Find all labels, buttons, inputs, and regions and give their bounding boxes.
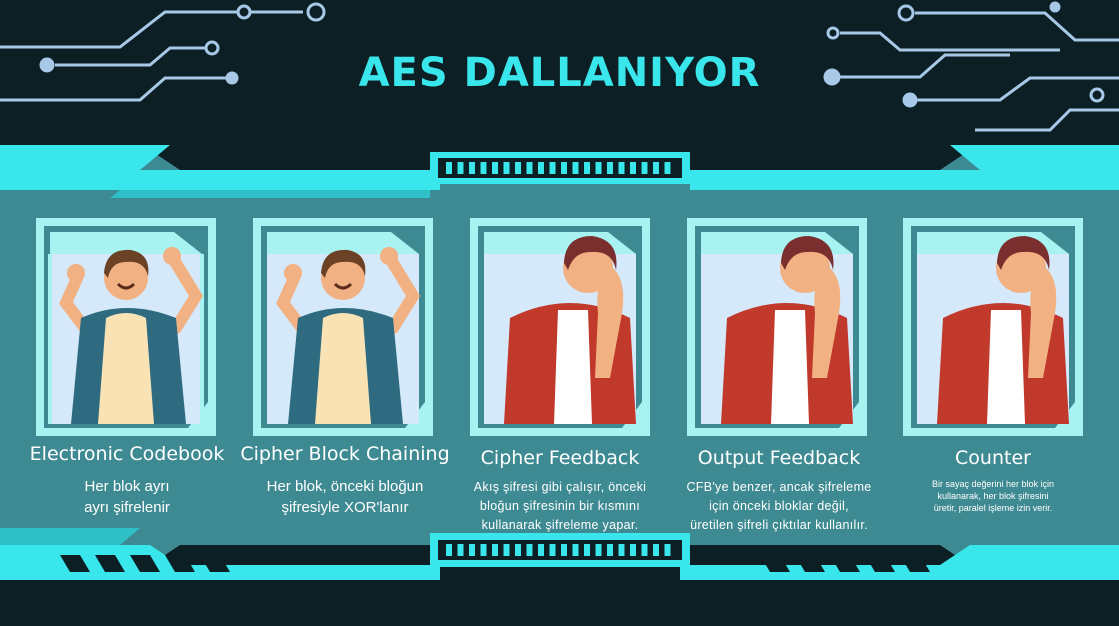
connector-pin (584, 162, 590, 174)
connector-pin (653, 162, 659, 174)
circuit-lines-right (840, 11, 1119, 132)
connector-pin (641, 162, 648, 174)
connector-pin (584, 544, 590, 556)
description-line: bloğun şifresinin bir kısmını (479, 499, 641, 513)
connector-pin (457, 544, 464, 556)
connector-pin (572, 162, 579, 174)
connector-pin (630, 162, 636, 174)
mode-title-cbc: Cipher Block Chaining (240, 443, 450, 465)
description-line: üretilen şifreli çıktılar kullanılır. (690, 518, 868, 532)
mode-title-ofb: Output Feedback (697, 447, 861, 469)
description-line: kullanarak, her blok şifresini (937, 491, 1049, 501)
mode-title-ecb: Electronic Codebook (29, 443, 225, 465)
connector-pins-top (446, 162, 671, 174)
description-line: CFB'ye benzer, ancak şifreleme (686, 480, 872, 494)
mode-card-ctr (903, 218, 1083, 436)
connector-pin (572, 544, 579, 556)
connector-pin (480, 544, 487, 556)
connector-pin (561, 162, 567, 174)
connector-pin (526, 162, 533, 174)
person-facepalm-illustration (903, 218, 1083, 436)
connector-pin (469, 162, 475, 174)
connector-pin (618, 162, 625, 174)
connector-pin (469, 544, 475, 556)
person-facepalm-illustration (470, 218, 650, 436)
person-cheering-illustration (36, 218, 216, 436)
connector-pin (503, 544, 510, 556)
mode-card-cbc (253, 218, 433, 436)
connector-pin (492, 544, 498, 556)
connector-pin (515, 544, 521, 556)
description-line: üretir, paralel işleme izin verir. (933, 503, 1053, 513)
hatch-bottom-left (60, 555, 230, 572)
connector-pins-bottom (446, 544, 671, 556)
mode-title-ctr: Counter (955, 447, 1031, 469)
connector-pin (630, 544, 636, 556)
mode-description-ecb: Her blok ayrı ayrı şifrelenir (12, 476, 242, 518)
connector-pin (515, 162, 521, 174)
person-facepalm-illustration (687, 218, 867, 436)
hatch-bottom-right (760, 555, 930, 572)
connector-pin (457, 162, 464, 174)
mode-description-ofb: CFB'ye benzer, ancak şifreleme için önce… (664, 478, 894, 535)
connector-pin (607, 162, 613, 174)
person-cheering-illustration (253, 218, 433, 436)
connector-pin (549, 544, 556, 556)
circuit-nodes-right (823, 1, 1105, 108)
connector-pin (526, 544, 533, 556)
description-line: Akış şifresi gibi çalışır, önceki (473, 480, 647, 494)
description-line: Her blok ayrı (84, 478, 170, 495)
hatch-top-right (760, 145, 930, 162)
connector-pin (595, 544, 602, 556)
connector-pin (641, 544, 648, 556)
mode-card-cfb (470, 218, 650, 436)
connector-pin (561, 544, 567, 556)
connector-pin (664, 544, 671, 556)
description-line: Her blok, önceki bloğun (266, 478, 424, 495)
hatch-top-left (200, 145, 370, 162)
connector-pin (595, 162, 602, 174)
connector-pin (446, 162, 452, 174)
page-title: AES DALLANIYOR (358, 50, 761, 96)
mode-card-ofb (687, 218, 867, 436)
connector-pin (653, 544, 659, 556)
connector-pin (664, 162, 671, 174)
description-line: için önceki bloklar değil, (709, 499, 849, 513)
connector-pin (549, 162, 556, 174)
mode-card-ecb (36, 218, 216, 436)
mode-description-ctr: Bir sayaç değerini her blok için kullana… (878, 478, 1108, 514)
description-line: ayrı şifrelenir (84, 499, 170, 516)
circuit-lines-left (0, 10, 303, 102)
connector-pin (503, 162, 510, 174)
mode-title-cfb: Cipher Feedback (480, 447, 640, 469)
connector-pin (480, 162, 487, 174)
description-line: şifresiyle XOR'lanır (281, 499, 409, 516)
connector-pin (492, 162, 498, 174)
connector-pin (618, 544, 625, 556)
connector-pin (607, 544, 613, 556)
description-line: kullanarak şifreleme yapar. (481, 518, 639, 532)
connector-pin (446, 544, 452, 556)
mode-description-cbc: Her blok, önceki bloğun şifresiyle XOR'l… (230, 476, 460, 518)
connector-pin (538, 162, 544, 174)
mode-description-cfb: Akış şifresi gibi çalışır, önceki bloğun… (445, 478, 675, 535)
connector-pin (538, 544, 544, 556)
circuit-nodes-left (39, 2, 326, 85)
description-line: Bir sayaç değerini her blok için (931, 479, 1055, 489)
